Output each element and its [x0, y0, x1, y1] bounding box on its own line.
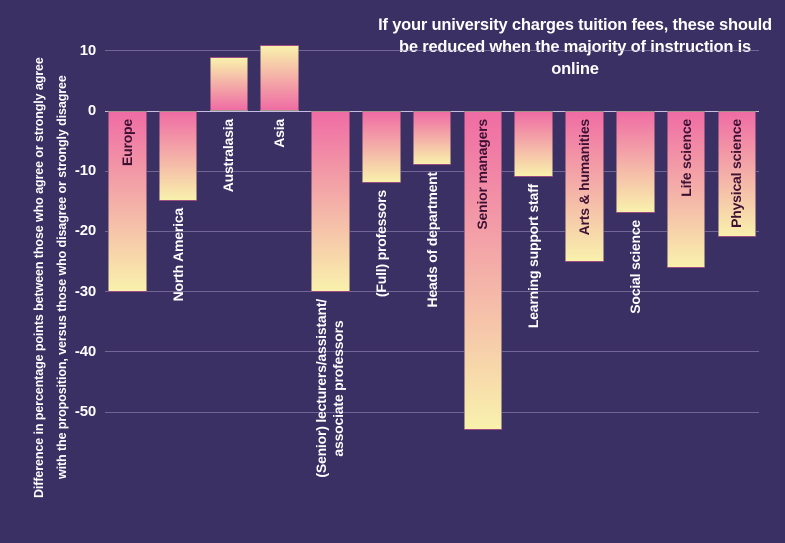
bar-senior-lecturers-assistant-associate-professors [311, 111, 350, 292]
bar-social-science [616, 111, 655, 214]
y-tick-label-10: 10 [79, 41, 96, 59]
bar-label-arts-humanities: Arts & humanities [576, 119, 592, 236]
bar-label-europe: Europe [118, 119, 135, 167]
bar-label-australasia: Australasia [220, 119, 237, 193]
gridline--50 [105, 411, 759, 413]
bar-label-asia: Asia [271, 119, 288, 148]
y-tick-label--10: -10 [74, 162, 96, 180]
y-tick-label--20: -20 [74, 222, 96, 240]
bar-label-life-science: Life science [677, 119, 694, 197]
y-axis-label: Difference in percentage points between … [32, 57, 69, 498]
bar-label-social-science: Social science [626, 220, 643, 314]
bar-label-senior-lecturers-assistant-associate-professors: (Senior) lecturers/assistant/ associate … [313, 298, 347, 478]
bar-label-heads-of-department: Heads of department [423, 172, 440, 308]
bar-physical-science [717, 111, 757, 238]
gridline--20 [105, 230, 759, 232]
bar-europe [108, 111, 147, 292]
bar-label-physical-science: Physical science [728, 119, 745, 228]
bar-full-professors [362, 111, 401, 184]
bar-asia [260, 44, 299, 111]
bar-label-north-america: North America [169, 208, 186, 302]
bar-senior-managers [463, 111, 503, 431]
gridline-10 [105, 50, 759, 52]
gridline--10 [105, 170, 759, 172]
bar-life-science [666, 111, 706, 268]
bar-arts-humanities [565, 111, 604, 262]
chart-title: If your university charges tuition fees,… [378, 16, 772, 78]
bar-heads-of-department [412, 111, 452, 166]
gridline--30 [105, 291, 759, 293]
y-tick-label--30: -30 [74, 282, 96, 300]
y-tick-label-0: 0 [87, 102, 96, 119]
bar-australasia [209, 56, 249, 111]
bar-label-learning-support-staff: Learning support staff [525, 184, 542, 329]
bar-north-america [158, 111, 198, 202]
gridline--40 [105, 351, 759, 353]
y-tick-label--50: -50 [74, 403, 96, 420]
bar-label-senior-managers: Senior managers [474, 119, 491, 230]
bar-learning-support-staff [514, 111, 553, 178]
bar-label-full-professors: (Full) professors [372, 190, 389, 298]
y-tick-label--40: -40 [74, 342, 96, 360]
